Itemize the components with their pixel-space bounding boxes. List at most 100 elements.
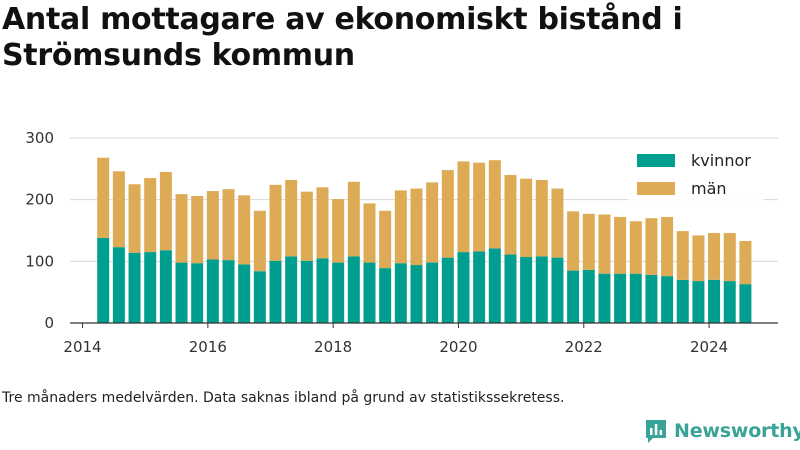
bar-man — [379, 210, 392, 269]
bar-man — [645, 218, 658, 275]
y-tick-label: 200 — [25, 191, 54, 209]
bar-kvinnor — [363, 262, 376, 323]
bar-man — [222, 189, 235, 261]
newsworthy-logo-icon — [646, 420, 666, 443]
x-tick-label: 2014 — [63, 338, 101, 356]
bar-man — [300, 191, 313, 261]
bar-kvinnor — [582, 269, 595, 323]
bar-kvinnor — [645, 274, 658, 323]
bar-man — [285, 179, 298, 257]
bar-kvinnor — [723, 281, 736, 323]
bar-man — [629, 221, 642, 274]
bar-man — [535, 179, 548, 257]
bar-kvinnor — [676, 279, 689, 323]
bar-kvinnor — [473, 251, 486, 323]
legend-swatch — [637, 154, 675, 167]
bar-kvinnor — [441, 257, 454, 323]
bar-kvinnor — [692, 281, 705, 323]
bar-man — [144, 178, 157, 253]
bar-kvinnor — [316, 258, 329, 323]
bar-kvinnor — [285, 256, 298, 323]
x-tick-label: 2022 — [565, 338, 603, 356]
bar-kvinnor — [551, 257, 564, 323]
bar-man — [410, 188, 423, 266]
legend-item-man: män — [691, 179, 727, 198]
y-tick-label: 0 — [44, 314, 54, 332]
stacked-bar-chart: 0 100 200 300 2014 2016 2018 2020 2022 2024 kvinn… — [25, 129, 778, 356]
bar-man — [441, 170, 454, 258]
bar-man — [488, 160, 501, 249]
y-tick-label: 300 — [25, 129, 54, 147]
bar-kvinnor — [708, 279, 721, 323]
bar-kvinnor — [535, 256, 548, 323]
bar-man — [708, 232, 721, 280]
axes: 0 100 200 300 2014 2016 2018 2020 2022 2024 — [25, 129, 778, 356]
bar-kvinnor — [175, 262, 188, 323]
bar-kvinnor — [238, 264, 251, 323]
bar-man — [97, 157, 110, 238]
bar-man — [128, 184, 141, 253]
legend-swatch — [637, 182, 675, 195]
bar-kvinnor — [332, 262, 345, 323]
bar-man — [426, 182, 439, 263]
bar-kvinnor — [457, 252, 470, 323]
bar-man — [253, 210, 266, 272]
x-tick-label: 2020 — [439, 338, 477, 356]
bar-kvinnor — [379, 268, 392, 323]
bar-man — [457, 161, 470, 253]
bar-man — [614, 216, 627, 274]
bar-kvinnor — [128, 252, 141, 323]
bars — [97, 157, 752, 323]
bar-kvinnor — [97, 237, 110, 323]
brand-name: Newsworthy — [674, 420, 800, 442]
bar-man — [692, 235, 705, 282]
legend-item-kvinnor: kvinnor — [691, 151, 751, 170]
brand: Newsworthy — [644, 418, 800, 444]
bar-kvinnor — [488, 248, 501, 323]
bar-kvinnor — [222, 260, 235, 323]
bar-kvinnor — [520, 257, 533, 323]
bar-man — [394, 190, 407, 264]
bar-man — [739, 240, 752, 285]
bar-man — [723, 232, 736, 282]
bar-kvinnor — [191, 263, 204, 323]
bar-kvinnor — [159, 250, 172, 323]
bar-kvinnor — [598, 273, 611, 323]
bar-man — [473, 162, 486, 252]
bar-man — [598, 214, 611, 274]
bar-kvinnor — [739, 284, 752, 323]
bar-kvinnor — [206, 259, 219, 323]
bar-kvinnor — [426, 262, 439, 323]
bar-man — [347, 181, 360, 257]
bar-kvinnor — [567, 270, 580, 323]
x-tick-label: 2016 — [189, 338, 227, 356]
bar-man — [332, 199, 345, 263]
bar-man — [112, 171, 125, 248]
bar-man — [676, 231, 689, 280]
bar-man — [159, 171, 172, 251]
bar-kvinnor — [347, 256, 360, 323]
bar-man — [206, 191, 219, 260]
bar-man — [520, 178, 533, 258]
chart-caption: Tre månaders medelvärden. Data saknas ib… — [2, 390, 565, 406]
bar-kvinnor — [504, 254, 517, 323]
bar-man — [567, 211, 580, 271]
bar-man — [269, 184, 282, 261]
bar-kvinnor — [614, 273, 627, 323]
bar-kvinnor — [661, 276, 674, 323]
bar-man — [661, 216, 674, 277]
chart-title: Antal mottagare av ekonomiskt bistånd i … — [2, 2, 683, 73]
bar-kvinnor — [144, 252, 157, 323]
x-tick-label: 2018 — [314, 338, 352, 356]
bar-man — [191, 195, 204, 264]
bar-kvinnor — [300, 260, 313, 323]
bar-kvinnor — [410, 265, 423, 323]
bar-man — [582, 213, 595, 270]
bar-man — [175, 194, 188, 263]
y-tick-label: 100 — [25, 252, 54, 270]
legend: kvinnor män — [628, 148, 764, 203]
bar-kvinnor — [253, 271, 266, 323]
x-tick-label: 2024 — [690, 338, 728, 356]
bar-kvinnor — [112, 247, 125, 323]
bar-man — [238, 195, 251, 265]
